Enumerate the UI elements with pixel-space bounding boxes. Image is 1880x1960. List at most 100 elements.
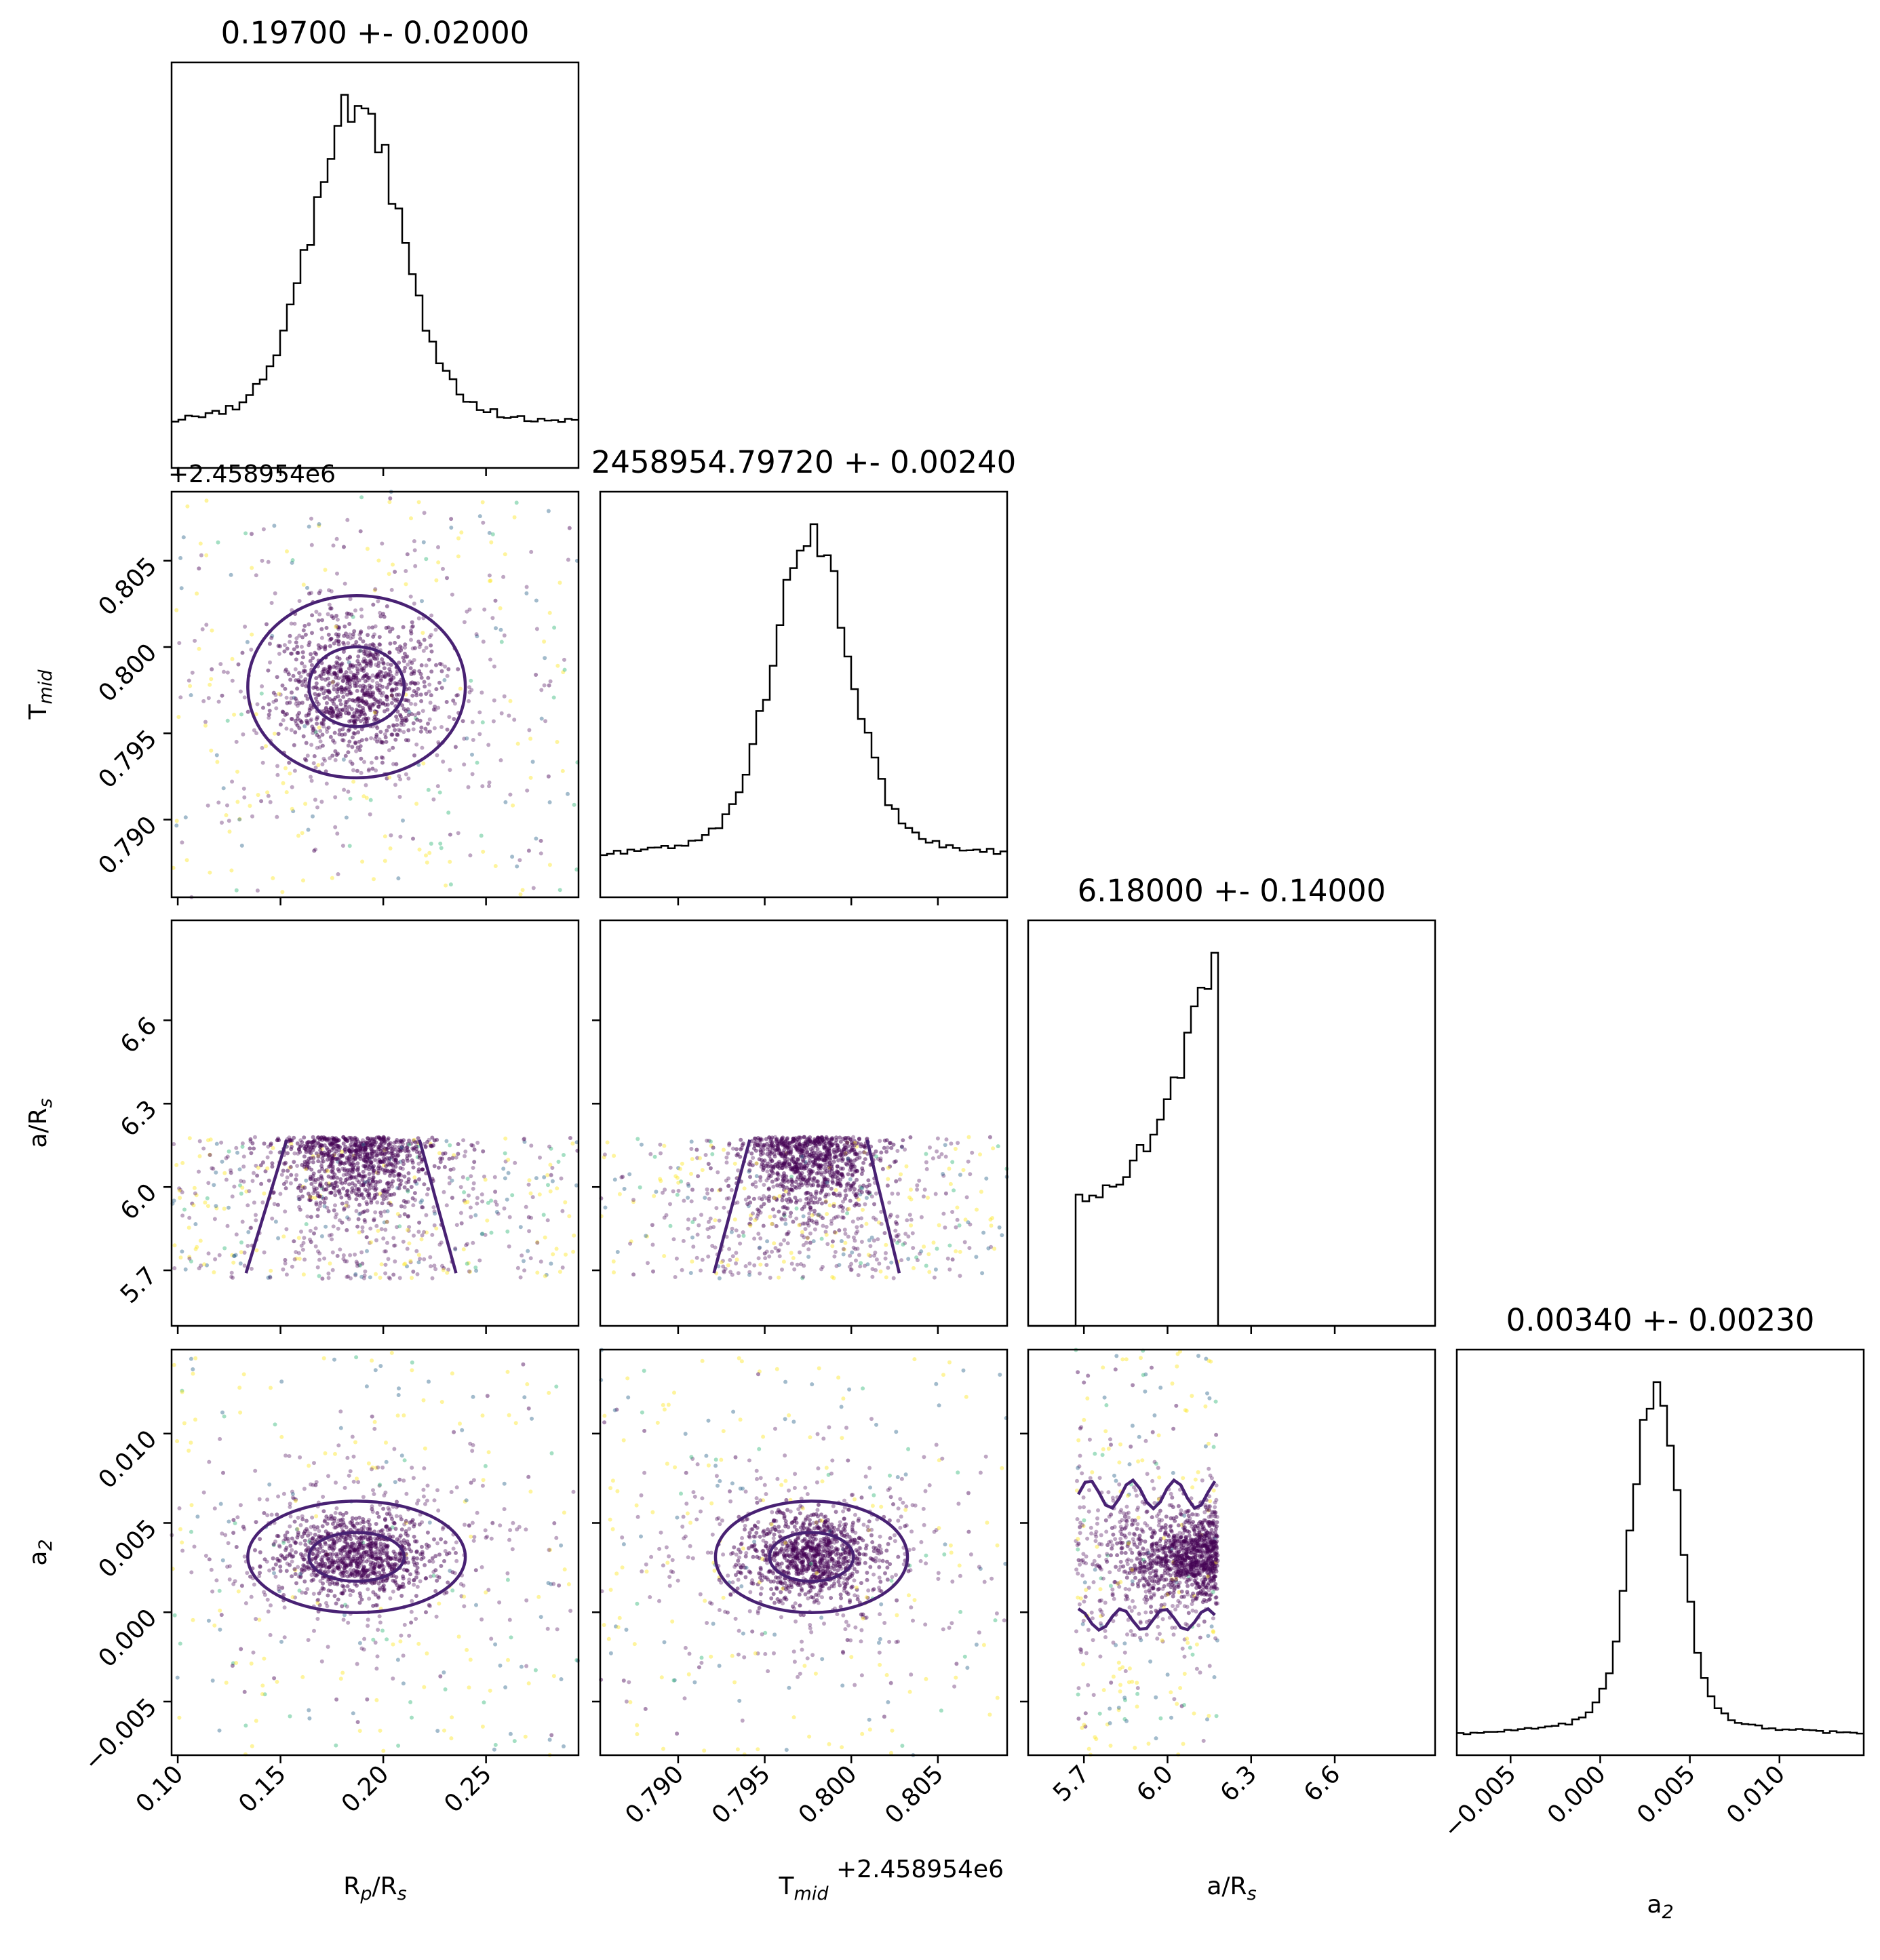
scatter-point (411, 1196, 415, 1200)
scatter-point (520, 1253, 524, 1257)
scatter-point (412, 1166, 416, 1170)
title-tmid: 2458954.79720 +- 0.00240 (591, 444, 1017, 480)
scatter-point (949, 1141, 953, 1145)
scatter-point (790, 1261, 794, 1266)
scatter-point (790, 1183, 794, 1187)
scatter-point (372, 632, 376, 636)
scatter-point (434, 628, 438, 632)
scatter-point (295, 1164, 299, 1168)
scatter-point (203, 724, 208, 728)
scatter-point (282, 650, 286, 654)
scatter-point (430, 650, 434, 654)
scatter-point (231, 1276, 235, 1280)
scatter-point (795, 1207, 799, 1211)
scatter-point (313, 692, 317, 696)
scatter-point (333, 1183, 337, 1188)
scatter-point (417, 1177, 421, 1181)
scatter-point (962, 1168, 966, 1172)
scatter-point (571, 1250, 575, 1254)
scatter-point (292, 743, 296, 747)
scatter-point (407, 1139, 411, 1143)
scatter-point (538, 1192, 542, 1196)
scatter-point (267, 713, 271, 717)
scatter-point (510, 855, 514, 859)
scatter-point (388, 642, 392, 646)
scatter-point (395, 686, 399, 690)
scatter-point (218, 1437, 222, 1441)
scatter-point (267, 1483, 271, 1487)
scatter-point (210, 1167, 214, 1171)
scatter-point (899, 1258, 903, 1262)
scatter-point (341, 844, 345, 848)
scatter-point (193, 1417, 197, 1422)
scatter-point (387, 1257, 391, 1261)
scatter-point (343, 1259, 347, 1263)
scatter-point (730, 1227, 735, 1231)
scatter-point (277, 732, 281, 736)
scatter-point (789, 1177, 794, 1181)
scatter-point (441, 567, 445, 571)
scatter-point (384, 1249, 388, 1253)
scatter-point (344, 700, 348, 704)
scatter-point (798, 1145, 802, 1149)
scatter-point (825, 1156, 829, 1160)
scatter-point (327, 1588, 331, 1592)
scatter-point (345, 1190, 349, 1194)
scatter-point (735, 1154, 739, 1158)
scatter-point (801, 1275, 805, 1279)
scatter-point (648, 1152, 652, 1156)
scatter-point (293, 730, 297, 734)
scatter-point (516, 742, 520, 746)
scatter-point (237, 817, 241, 821)
scatter-point (528, 1489, 532, 1493)
scatter-point (498, 1523, 502, 1527)
scatter-point (229, 1169, 233, 1173)
scatter-point (560, 1177, 564, 1181)
scatter-point (353, 1154, 357, 1158)
scatter-point (326, 667, 330, 671)
scatter-point (497, 1601, 501, 1605)
scatter-point (362, 693, 366, 697)
scatter-point (785, 1232, 789, 1236)
scatter-point (662, 1144, 666, 1148)
scatter-point (671, 1190, 675, 1194)
scatter-point (243, 1554, 247, 1559)
scatter-point (355, 1260, 359, 1264)
scatter-point (210, 1568, 214, 1572)
scatter-point (219, 1141, 223, 1145)
scatter-point (819, 1173, 823, 1177)
scatter-point (956, 1218, 960, 1222)
scatter-point (534, 837, 538, 841)
scatter-point (428, 718, 432, 722)
scatter-point (402, 625, 406, 629)
scatter-point (429, 1144, 433, 1148)
scatter-point (855, 1153, 859, 1157)
scatter-point (177, 641, 181, 645)
scatter-point (906, 1234, 910, 1238)
scatter-point (428, 1521, 432, 1525)
scatter-point (653, 1155, 657, 1159)
scatter-point (330, 1136, 334, 1140)
scatter-point (380, 1262, 384, 1266)
scatter-point (748, 1175, 752, 1179)
scatter-point (402, 730, 406, 734)
scatter-point (705, 1188, 709, 1192)
scatter-point (380, 1160, 385, 1164)
scatter-point (640, 1143, 644, 1147)
scatter-point (494, 1200, 498, 1204)
scatter-point (861, 1183, 865, 1188)
scatter-point (271, 1556, 275, 1561)
scatter-point (383, 834, 387, 838)
scatter-point (411, 1203, 415, 1207)
scatter-point (237, 663, 241, 667)
scatter-point (361, 669, 366, 673)
scatter-point (359, 771, 364, 775)
scatter-point (300, 1675, 305, 1679)
scatter-point (990, 1223, 994, 1228)
scatter-point (812, 1209, 817, 1213)
scatter-point (296, 724, 300, 728)
histogram-tmid (600, 524, 1007, 855)
scatter-point (507, 713, 511, 718)
scatter-point (841, 1206, 845, 1210)
scatter-point (471, 738, 475, 742)
